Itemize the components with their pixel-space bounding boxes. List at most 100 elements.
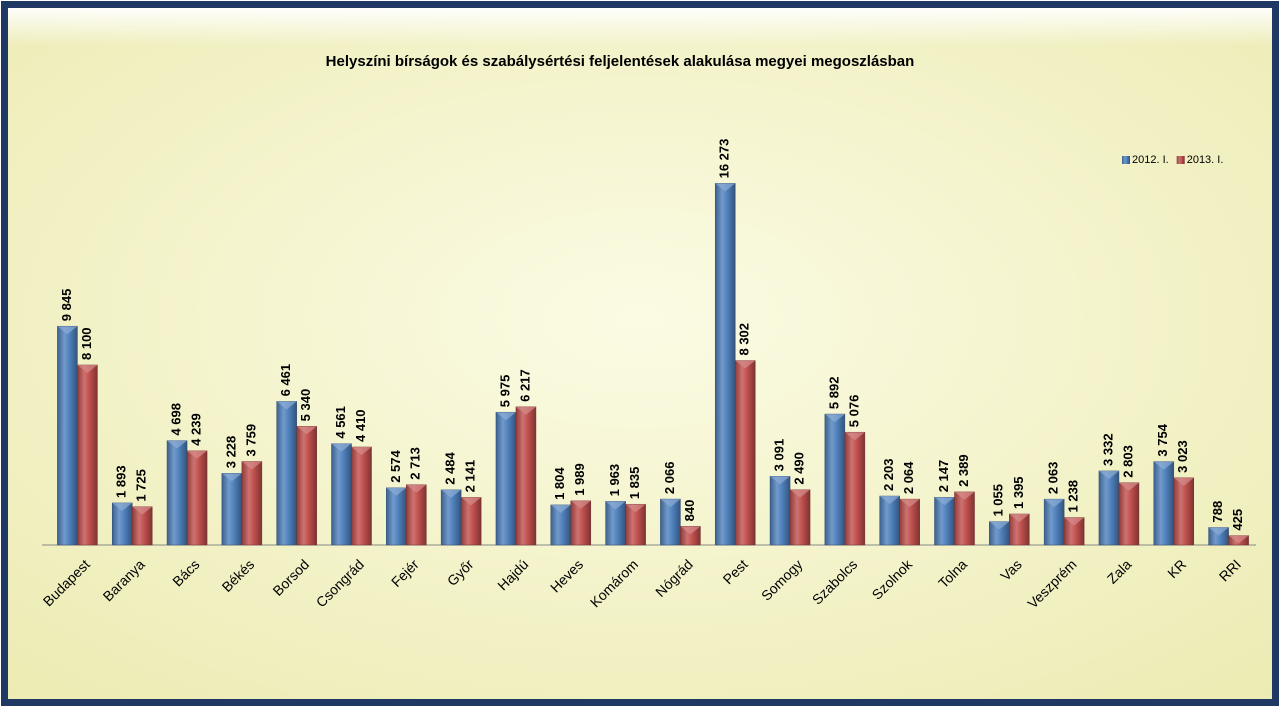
value-label: 788 <box>1210 501 1225 523</box>
bar-bevel <box>515 406 536 415</box>
bar <box>1118 482 1140 546</box>
bar-bevel <box>1009 514 1030 522</box>
bar-bevel <box>221 473 242 482</box>
bar <box>386 487 407 546</box>
bar-bevel <box>550 504 571 513</box>
value-label: 2 803 <box>1120 445 1135 478</box>
value-label: 1 238 <box>1066 480 1081 513</box>
bar-bevel <box>132 506 153 515</box>
bar-bevel <box>187 450 208 459</box>
bar-bevel <box>77 365 98 373</box>
value-label: 3 759 <box>243 424 258 457</box>
value-label: 1 989 <box>572 463 587 496</box>
bar-bevel <box>570 500 591 509</box>
bar <box>331 443 352 546</box>
value-label: 5 076 <box>846 395 861 428</box>
bar-bevel <box>790 489 811 498</box>
value-label: 4 561 <box>333 406 348 439</box>
bar-bevel <box>441 489 462 498</box>
value-label: 2 574 <box>388 449 403 482</box>
bar-bevel <box>899 499 920 508</box>
bar-bevel <box>1118 482 1139 491</box>
legend-label: 2013. I. <box>1187 154 1224 166</box>
value-label: 4 239 <box>188 413 203 446</box>
value-label: 8 302 <box>737 323 752 356</box>
bar-bevel <box>495 412 516 421</box>
bar <box>351 446 372 546</box>
value-label: 425 <box>1230 509 1245 531</box>
bar <box>495 411 517 546</box>
bar <box>714 183 736 546</box>
bar <box>769 476 791 546</box>
value-label: 2 064 <box>901 461 916 494</box>
bar-bevel <box>1208 527 1229 536</box>
bar-bevel <box>276 401 297 410</box>
bar-bevel <box>824 414 845 423</box>
value-label: 5 340 <box>298 389 313 422</box>
bar <box>515 406 537 546</box>
value-label: 4 410 <box>353 409 368 442</box>
value-label: 1 804 <box>552 467 567 500</box>
bar <box>241 461 263 546</box>
value-label: 3 091 <box>771 439 786 472</box>
bar <box>186 450 208 546</box>
value-label: 6 217 <box>517 369 532 402</box>
bar <box>734 360 756 546</box>
bar <box>406 484 427 546</box>
value-label: 5 892 <box>826 377 841 410</box>
value-label: 3 228 <box>223 436 238 469</box>
value-label: 2 147 <box>936 460 951 493</box>
value-label: 1 835 <box>627 467 642 500</box>
value-label: 2 713 <box>408 447 423 480</box>
chart-title: Helyszíni bírságok és szabálysértési fel… <box>326 53 915 70</box>
value-label: 2 389 <box>956 454 971 487</box>
bar-bevel <box>167 440 188 449</box>
bar <box>57 325 78 546</box>
bar-bevel <box>406 484 427 493</box>
bar <box>789 489 811 546</box>
value-label: 3 754 <box>1155 423 1170 456</box>
bar <box>166 440 188 546</box>
bar <box>1098 470 1120 546</box>
value-label: 2 203 <box>881 458 896 491</box>
bar <box>844 431 866 546</box>
top-highlight <box>8 8 1272 46</box>
value-label: 840 <box>682 500 697 522</box>
legend-label: 2012. I. <box>1132 154 1169 166</box>
bar-bevel <box>954 491 975 500</box>
bar <box>296 426 317 546</box>
bar-bevel <box>112 502 133 511</box>
bar-bevel <box>57 326 78 335</box>
bar-bevel <box>1044 499 1065 508</box>
value-label: 4 698 <box>168 403 183 436</box>
legend-swatch <box>1176 156 1185 164</box>
value-label: 5 975 <box>497 375 512 408</box>
bar-bevel <box>461 497 482 506</box>
value-label: 1 963 <box>607 464 622 497</box>
bar-bevel <box>1098 470 1119 479</box>
value-label: 9 845 <box>59 289 74 322</box>
bar-bevel <box>879 496 900 505</box>
bar-bevel <box>296 426 317 435</box>
value-label: 8 100 <box>79 327 94 360</box>
bar <box>276 401 297 546</box>
bar <box>824 413 846 546</box>
value-label: 16 273 <box>717 139 732 179</box>
value-label: 1 055 <box>991 484 1006 517</box>
bar-bevel <box>934 497 955 506</box>
value-label: 3 332 <box>1100 433 1115 466</box>
bar-bevel <box>625 504 646 513</box>
bar-bevel <box>715 183 736 192</box>
value-label: 3 023 <box>1175 440 1190 473</box>
bar-bevel <box>241 461 262 470</box>
bar <box>77 364 98 546</box>
bar-bevel <box>386 487 407 496</box>
bar-bevel <box>660 499 681 508</box>
bar-bevel <box>1153 461 1174 470</box>
legend-swatch <box>1122 156 1130 164</box>
value-label: 2 490 <box>791 452 806 485</box>
value-label: 1 725 <box>134 469 149 502</box>
value-label: 1 893 <box>114 465 129 498</box>
bar-bevel <box>770 476 791 485</box>
